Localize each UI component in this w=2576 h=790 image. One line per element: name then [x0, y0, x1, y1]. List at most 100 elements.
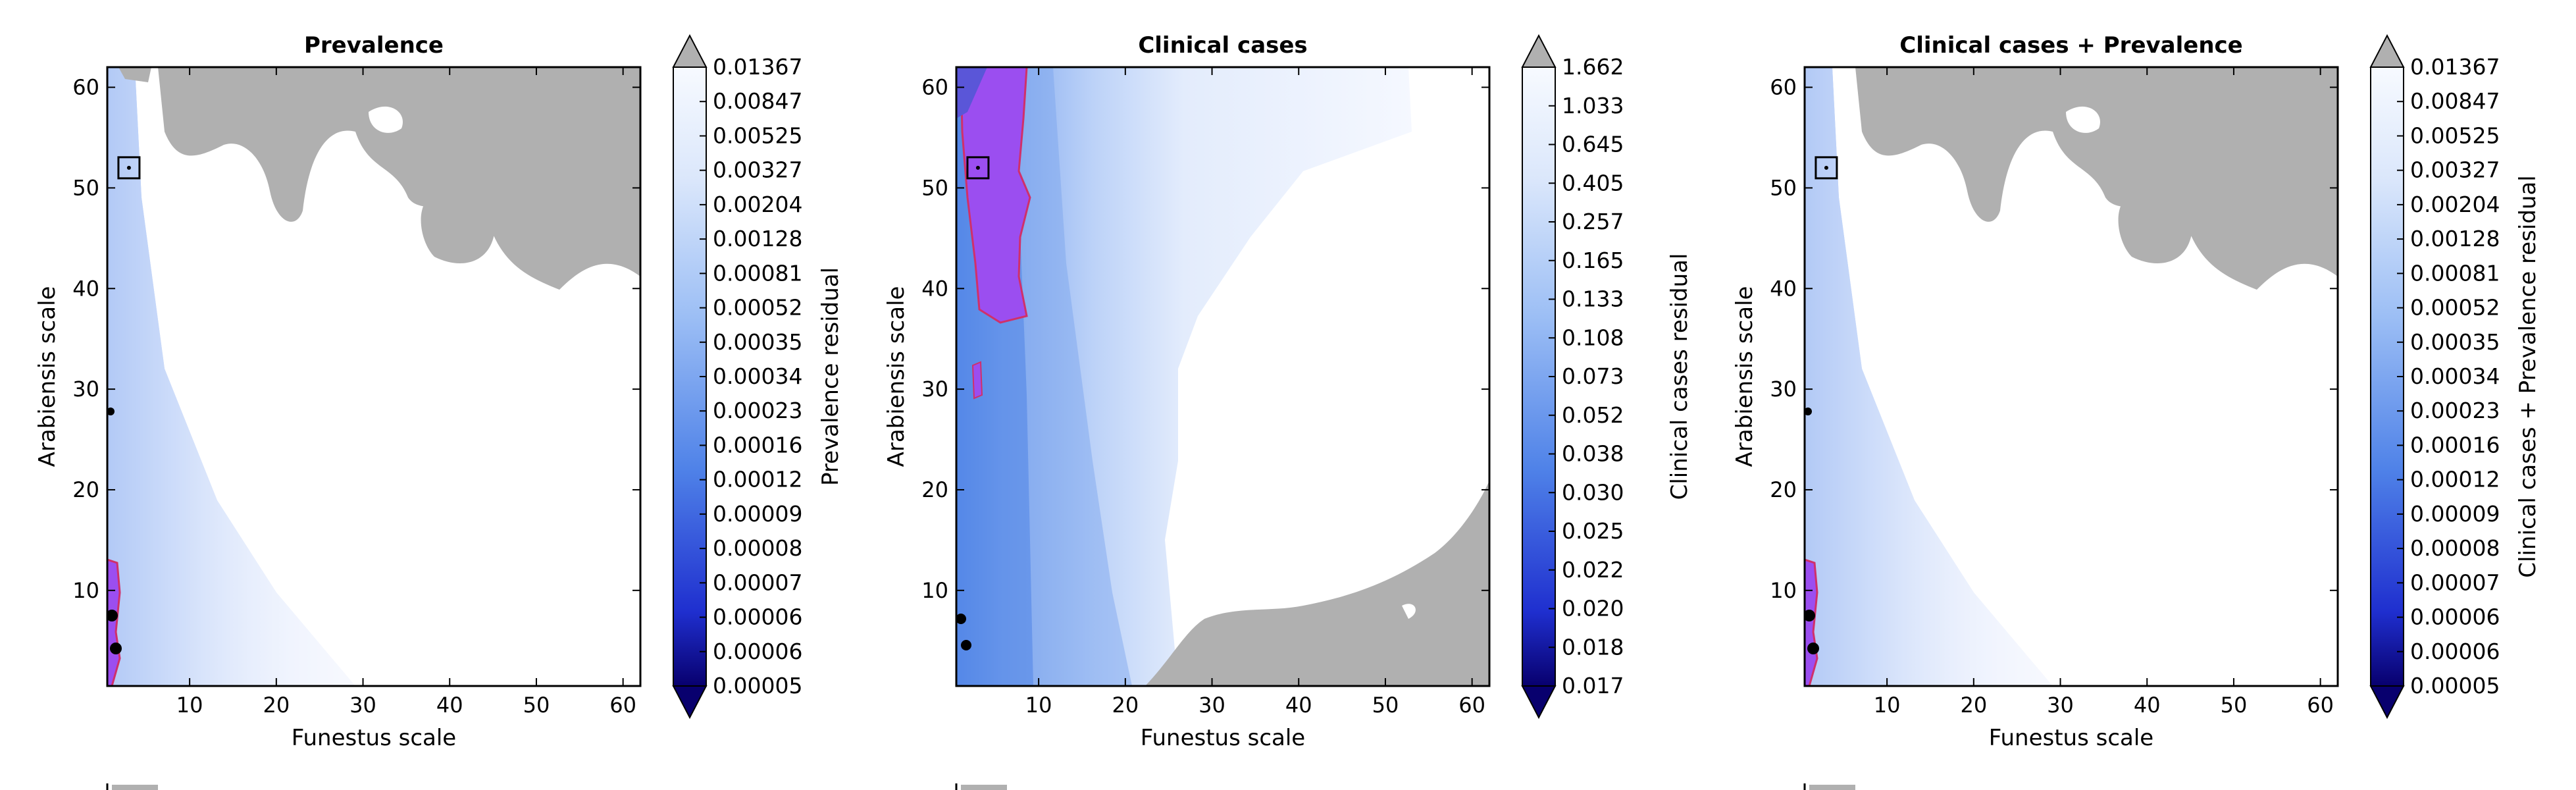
colorbar-tick-label: 0.00034 [2410, 363, 2500, 389]
colorbar-tick-label: 0.00525 [2410, 122, 2500, 148]
residual-gradient-region [956, 67, 1412, 686]
colorbar-tick-label: 0.025 [1562, 518, 1624, 544]
y-tick-label: 50 [1770, 175, 1797, 200]
y-tick-label: 30 [1770, 377, 1797, 402]
colorbar-tick-label: 0.00847 [713, 88, 802, 114]
chart-marks: Prevalence 10 20 30 40 50 60 10 20 30 40 50 60 Funest… [34, 32, 2541, 751]
colorbar-tick-label: 0.030 [1562, 479, 1624, 505]
colorbar-tick-label: 0.00005 [713, 673, 802, 698]
x-tick-label: 10 [176, 693, 203, 718]
x-tick-label: 50 [2221, 693, 2248, 718]
panel-title: Clinical cases [1138, 32, 1307, 59]
x-tick-label: 30 [1198, 693, 1225, 718]
x-tick-label: 50 [1372, 693, 1399, 718]
marker-square [966, 156, 990, 180]
colorbar-tick-label: 0.00006 [2410, 604, 2500, 630]
colorbar-tick-label: 0.645 [1562, 132, 1624, 157]
colorbar-tick-label: 0.020 [1562, 596, 1624, 621]
colorbar-tick-label: 0.00008 [2410, 535, 2500, 561]
panel-clinical-cases [955, 66, 1491, 687]
colorbar-tick-label: 0.00007 [2410, 569, 2500, 595]
y-tick-label: 40 [72, 276, 99, 301]
x-tick-label: 10 [1874, 693, 1901, 718]
colorbar-tick-label: 0.00016 [2410, 432, 2500, 458]
highlight-region [960, 67, 1031, 324]
colorbar-tick-label: 0.00008 [713, 535, 802, 561]
grey-region [1855, 67, 2338, 290]
grey-region [158, 67, 640, 290]
marker-square [117, 156, 141, 180]
colorbar-tick-label: 0.00052 [713, 295, 802, 321]
y-tick-label: 50 [921, 175, 948, 200]
colorbar-tick-label: 0.00006 [2410, 639, 2500, 664]
y-tick-label: 40 [921, 276, 948, 301]
colorbar-extend-min [2369, 685, 2405, 720]
colorbar-tick-label: 0.00016 [713, 432, 802, 458]
y-tick-label: 60 [921, 75, 948, 100]
colorbar-tick-label: 0.133 [1562, 286, 1624, 312]
x-tick-label: 20 [1960, 693, 1987, 718]
colorbar-tick-label: 0.00023 [2410, 398, 2500, 423]
marker-point [126, 165, 131, 170]
colorbar-tick-label: 0.00327 [713, 157, 802, 183]
x-axis-label: Funestus scale [1141, 725, 1305, 751]
y-axis-label: Arabiensis scale [34, 286, 61, 467]
colorbar-extend-min [672, 685, 708, 720]
colorbar-label: Clinical cases + Prevalence residual [2515, 175, 2541, 577]
y-axis-label: Arabiensis scale [883, 286, 910, 467]
colorbar-extend-max [672, 34, 708, 68]
colorbar-tick-label: 0.022 [1562, 557, 1624, 583]
colorbar-tick-label: 1.033 [1562, 93, 1624, 118]
y-axis-label: Arabiensis scale [1732, 286, 1758, 467]
colorbar-tick-label: 0.108 [1562, 325, 1624, 350]
colorbar-tick-label: 0.00204 [713, 192, 802, 217]
colorbar-tick-label: 0.00081 [713, 260, 802, 286]
colorbar-tick-label: 0.038 [1562, 441, 1624, 467]
colorbar-tick-label: 0.073 [1562, 363, 1624, 389]
colorbar-tick-label: 0.00081 [2410, 260, 2500, 286]
colorbar-tick-label: 0.017 [1562, 673, 1624, 698]
y-tick-label: 20 [1770, 477, 1797, 502]
y-tick-label: 50 [72, 175, 99, 200]
colorbar-tick-label: 0.00128 [2410, 226, 2500, 251]
colorbar-tick-label: 0.00009 [2410, 501, 2500, 527]
marker-square [1815, 156, 1838, 180]
x-tick-label: 60 [2307, 693, 2334, 718]
x-tick-label: 20 [263, 693, 290, 718]
colorbar-tick-label: 0.00204 [2410, 192, 2500, 217]
colorbar-tick-label: 0.00009 [713, 501, 802, 527]
x-axis-label: Funestus scale [1989, 725, 2153, 751]
y-tick-label: 30 [921, 377, 948, 402]
legend-fragment [106, 783, 1855, 790]
colorbar-tick-label: 0.00023 [713, 398, 802, 423]
colorbar-tick-label: 0.405 [1562, 170, 1624, 196]
x-tick-label: 40 [436, 693, 463, 718]
y-tick-label: 10 [921, 578, 948, 603]
colorbar-tick-label: 1.662 [1562, 54, 1624, 80]
colorbar-tick-label: 0.00525 [713, 122, 802, 148]
colorbar-tick-label: 0.257 [1562, 209, 1624, 234]
panel-title: Clinical cases + Prevalence [1899, 32, 2243, 59]
marker-point [1824, 165, 1828, 170]
x-tick-label: 20 [1112, 693, 1139, 718]
colorbar-tick-label: 0.00847 [2410, 88, 2500, 114]
panel-prevalence [106, 66, 642, 687]
colorbar-tick-label: 0.00035 [2410, 329, 2500, 355]
colorbar-tick-label: 0.165 [1562, 248, 1624, 273]
x-axis-label: Funestus scale [292, 725, 456, 751]
x-tick-label: 40 [1285, 693, 1312, 718]
colorbar-extend-min [1521, 685, 1557, 720]
grey-region [1145, 481, 1489, 686]
y-tick-label: 60 [1770, 75, 1797, 100]
colorbar-tick-label: 0.00007 [713, 569, 802, 595]
x-tick-label: 30 [349, 693, 376, 718]
colorbar-tick-label: 0.00006 [713, 639, 802, 664]
y-tick-label: 40 [1770, 276, 1797, 301]
panel-title: Prevalence [304, 32, 444, 59]
y-tick-label: 60 [72, 75, 99, 100]
marker-point [975, 165, 980, 170]
y-tick-label: 20 [72, 477, 99, 502]
colorbar-tick-label: 0.01367 [713, 54, 802, 80]
x-tick-label: 30 [2047, 693, 2074, 718]
